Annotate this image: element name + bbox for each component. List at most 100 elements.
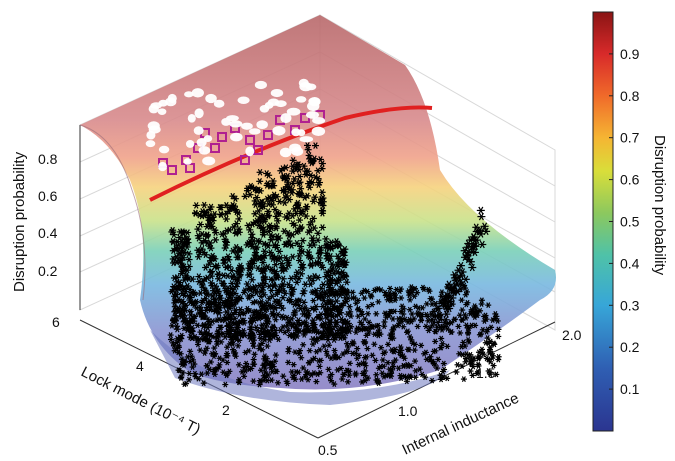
- asterisk-point: [323, 311, 331, 318]
- asterisk-point: [432, 328, 439, 335]
- asterisk-point: [197, 221, 205, 228]
- asterisk-point: [187, 294, 195, 301]
- asterisk-point: [270, 363, 277, 370]
- asterisk-point: [354, 325, 361, 332]
- asterisk-point: [387, 285, 394, 292]
- asterisk-point: [220, 369, 227, 376]
- asterisk-point: [361, 360, 368, 366]
- asterisk-point: [264, 208, 272, 215]
- blob-point: [297, 129, 306, 137]
- asterisk-point: [287, 275, 295, 282]
- asterisk-point: [381, 319, 388, 325]
- blob-point: [280, 113, 292, 124]
- z-tick-label: 0.8: [38, 151, 58, 167]
- asterisk-point: [430, 348, 437, 355]
- asterisk-point: [373, 310, 380, 317]
- asterisk-point: [251, 351, 258, 358]
- asterisk-point: [285, 359, 292, 366]
- asterisk-point: [362, 368, 369, 374]
- surface-floor-shadow: [150, 330, 450, 405]
- blob-point: [187, 114, 196, 123]
- asterisk-point: [386, 366, 393, 373]
- asterisk-point: [232, 349, 239, 356]
- asterisk-point: [259, 267, 267, 275]
- asterisk-point: [250, 356, 257, 363]
- asterisk-point: [290, 309, 298, 317]
- asterisk-point: [435, 356, 442, 363]
- asterisk-point: [252, 324, 260, 331]
- asterisk-point: [308, 234, 316, 242]
- asterisk-point: [238, 330, 246, 337]
- asterisk-point: [425, 286, 432, 293]
- asterisk-point: [253, 243, 261, 251]
- asterisk-point: [289, 157, 297, 164]
- asterisk-point: [200, 201, 208, 209]
- asterisk-point: [311, 193, 319, 201]
- asterisk-point: [251, 210, 259, 218]
- asterisk-point: [306, 347, 313, 354]
- asterisk-point: [178, 270, 186, 278]
- asterisk-point: [279, 275, 287, 283]
- asterisk-point: [225, 328, 233, 335]
- asterisk-point: [215, 315, 223, 323]
- asterisk-point: [179, 228, 187, 235]
- asterisk-point: [404, 361, 411, 368]
- asterisk-point: [361, 354, 368, 361]
- asterisk-point: [202, 264, 210, 271]
- colorbar-tick-label: 0.1: [620, 381, 640, 397]
- asterisk-point: [169, 247, 177, 255]
- asterisk-point: [423, 311, 430, 318]
- asterisk-point: [406, 373, 413, 380]
- asterisk-point: [455, 323, 462, 330]
- asterisk-point: [297, 243, 305, 250]
- asterisk-point: [462, 285, 469, 291]
- blob-point: [148, 104, 159, 114]
- asterisk-point: [485, 302, 492, 309]
- asterisk-point: [369, 352, 376, 359]
- asterisk-point: [450, 271, 459, 279]
- asterisk-point: [210, 368, 217, 375]
- asterisk-point: [276, 283, 284, 291]
- asterisk-point: [263, 317, 271, 325]
- asterisk-point: [280, 174, 288, 182]
- asterisk-point: [429, 358, 436, 365]
- asterisk-point: [232, 229, 240, 236]
- asterisk-point: [267, 276, 275, 283]
- asterisk-point: [266, 222, 274, 229]
- asterisk-point: [194, 322, 201, 329]
- asterisk-point: [363, 332, 370, 339]
- asterisk-point: [262, 369, 269, 375]
- asterisk-point: [229, 273, 237, 281]
- blob-point: [272, 125, 286, 136]
- asterisk-point: [170, 231, 178, 238]
- asterisk-point: [360, 326, 367, 332]
- y-ticks: 6 4 2: [52, 314, 230, 418]
- asterisk-point: [316, 363, 323, 370]
- asterisk-point: [214, 270, 222, 278]
- asterisk-point: [401, 355, 408, 362]
- asterisk-point: [200, 380, 207, 387]
- asterisk-point: [329, 286, 337, 293]
- square-point: [245, 135, 255, 145]
- x-tick-label: 0.5: [318, 442, 338, 458]
- asterisk-point: [374, 329, 381, 336]
- asterisk-point: [272, 213, 280, 220]
- asterisk-point: [197, 307, 205, 314]
- asterisk-point: [300, 299, 308, 306]
- asterisk-point: [195, 253, 203, 261]
- asterisk-point: [464, 325, 471, 331]
- blob-point: [295, 96, 307, 103]
- colorbar-tick-label: 0.3: [620, 297, 640, 313]
- blob-point: [241, 122, 253, 130]
- asterisk-point: [369, 301, 376, 308]
- asterisk-point: [330, 269, 338, 277]
- asterisk-point: [381, 349, 388, 356]
- asterisk-point: [314, 236, 322, 244]
- asterisk-point: [226, 368, 233, 375]
- asterisk-point: [487, 358, 494, 365]
- asterisk-point: [213, 285, 221, 293]
- threshold-line: [149, 105, 433, 202]
- asterisk-point: [186, 370, 193, 377]
- asterisk-point: [204, 324, 212, 331]
- asterisk-point: [444, 326, 451, 332]
